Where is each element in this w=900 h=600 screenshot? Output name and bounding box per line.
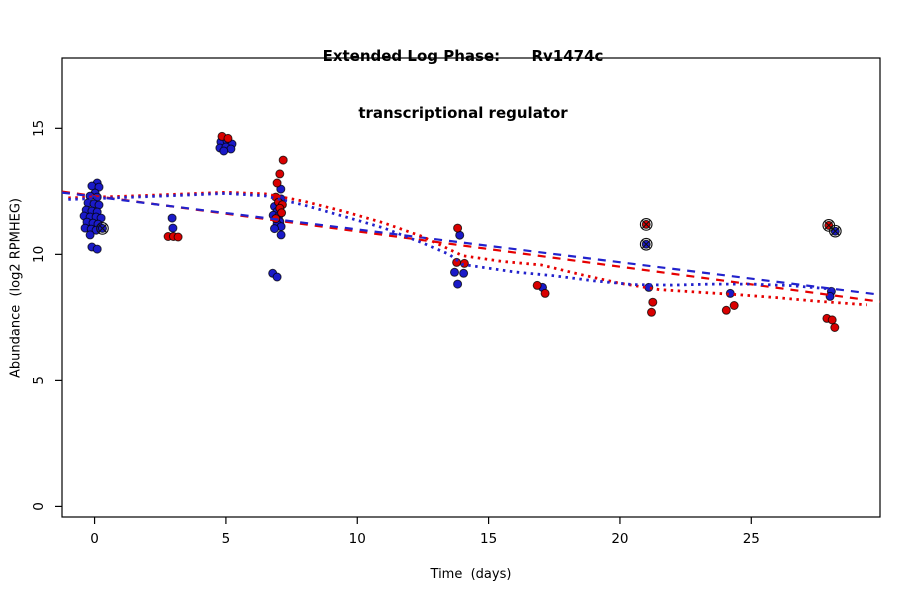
x-tick-label-0: 0 — [90, 531, 99, 547]
chart-title-line1: Extended Log Phase: Rv1474c — [322, 47, 604, 65]
outlier-x2-3 — [824, 220, 834, 230]
red-replicate-points-17 — [532, 280, 542, 290]
blue-replicate-points-49 — [450, 267, 459, 277]
blue-replicate-points-24 — [92, 244, 102, 254]
outlier-x2-2 — [641, 239, 651, 249]
blue-replicate-points-50 — [459, 268, 469, 278]
blue-replicate-points-34 — [219, 146, 229, 156]
x-tick-label-3: 15 — [480, 531, 497, 547]
red-replicate-points-22 — [729, 301, 739, 310]
red-replicate-points-6 — [275, 169, 285, 179]
x-axis-label: Time (days) — [430, 567, 512, 582]
red-replicate-points-19 — [648, 297, 658, 307]
red-replicate-points-5 — [278, 155, 288, 165]
x-tick-label-1: 5 — [222, 531, 231, 547]
red-replicate-points-18 — [540, 288, 550, 298]
y-tick-label-3: 15 — [31, 120, 47, 137]
y-tick-label-0: 0 — [31, 502, 47, 511]
blue-replicate-points-27 — [168, 223, 178, 233]
outlier-circle-0 — [96, 222, 109, 235]
outlier-circle-4 — [828, 224, 842, 238]
red-replicate-points-20 — [647, 307, 656, 317]
red-replicate-points-14 — [453, 223, 463, 233]
red-replicate-points-25 — [827, 315, 837, 325]
chart-title-line2: transcriptional regulator — [358, 104, 568, 122]
plot-border — [61, 57, 881, 518]
outlier-circle-2 — [639, 237, 653, 251]
blue-replicate-points-45 — [276, 230, 286, 240]
red-replicate-points-7 — [272, 178, 282, 188]
red-replicate-points-26 — [830, 323, 840, 332]
plot-area: 0 5 10 15 20 25 0 5 10 15 — [31, 57, 881, 547]
red-replicate-points-16 — [459, 258, 469, 268]
outlier-circle-1 — [639, 218, 653, 231]
blue-replicate-points-44 — [270, 224, 279, 234]
outlier-x2-1 — [641, 219, 651, 229]
x-tick-label-5: 25 — [743, 531, 760, 547]
blue-loess-fit — [68, 191, 839, 291]
x-tick-label-2: 10 — [349, 531, 366, 547]
blue-replicate-points-47 — [272, 272, 282, 282]
blue-replicate-points-22 — [85, 230, 95, 240]
red-replicate-points-23 — [721, 305, 731, 315]
blue-linear-fit — [61, 191, 881, 296]
blue-replicate-points-51 — [453, 279, 463, 289]
x-tick-label-4: 20 — [611, 531, 628, 547]
red-replicate-points-4 — [223, 133, 233, 143]
blue-replicate-points-26 — [167, 213, 177, 223]
y-tick-label-1: 5 — [31, 376, 47, 385]
y-tick-label-2: 10 — [31, 246, 47, 263]
chart-title: Extended Log Phase: Rv1474c transcriptio… — [0, 9, 900, 161]
red-replicate-points-12 — [277, 208, 287, 218]
red-replicate-points-2 — [173, 232, 183, 242]
outlier-x2-0 — [97, 223, 107, 233]
outlier-x2-4 — [830, 226, 840, 236]
